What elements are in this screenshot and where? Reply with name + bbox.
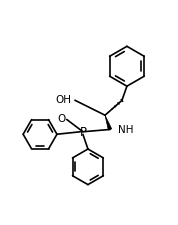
Text: P: P [79,126,87,139]
Polygon shape [105,116,112,130]
Text: NH: NH [118,124,134,134]
Text: O: O [58,114,66,124]
Text: OH: OH [56,95,72,105]
